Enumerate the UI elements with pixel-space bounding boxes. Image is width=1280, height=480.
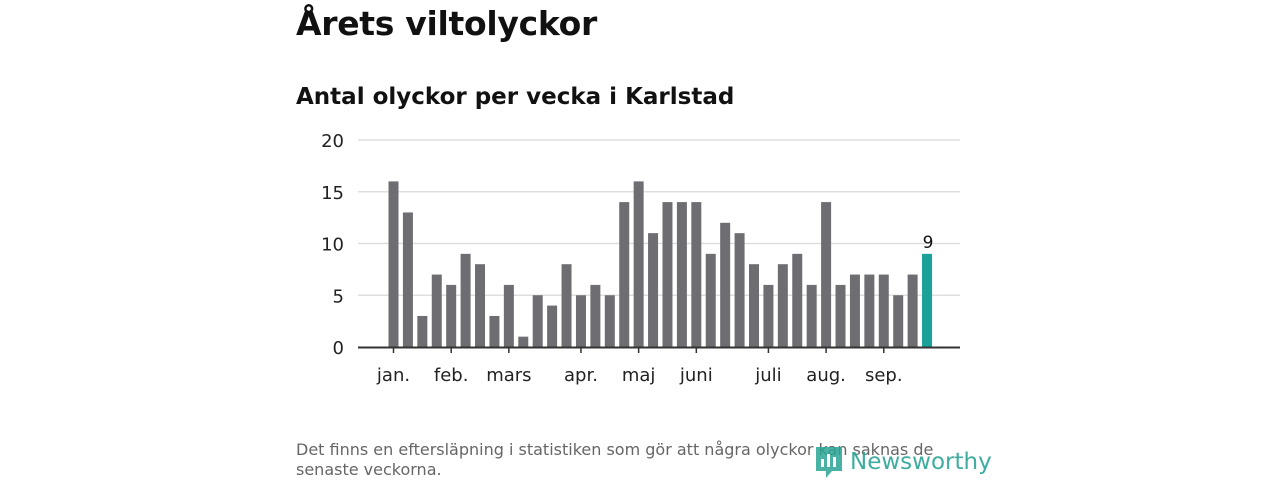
y-tick-label: 15 <box>321 183 344 204</box>
newsworthy-logo-icon <box>816 447 842 478</box>
bar <box>648 233 659 347</box>
y-tick-label: 5 <box>333 286 344 307</box>
bar <box>835 284 846 347</box>
bar <box>893 295 904 347</box>
bar <box>749 264 759 347</box>
x-tick-label: jan. <box>376 365 410 386</box>
x-tick-label: feb. <box>434 365 469 386</box>
bar <box>604 295 615 347</box>
bar <box>489 315 500 347</box>
footnote: Det finns en eftersläpning i statistiken… <box>296 440 934 479</box>
bar <box>590 284 601 347</box>
x-tick-label: maj <box>622 365 656 386</box>
bar <box>792 253 803 347</box>
bar <box>575 295 586 347</box>
bar-chart: 0 5 10 15 20 9 jan. feb. mars apr. maj juni juli aug.… <box>321 131 960 386</box>
bar <box>777 264 788 347</box>
bar <box>720 222 731 347</box>
bar <box>806 284 817 347</box>
bar <box>532 295 543 347</box>
bar <box>849 274 860 347</box>
bar <box>446 284 457 347</box>
y-tick-label: 10 <box>321 235 344 256</box>
bar <box>503 284 514 347</box>
bar <box>734 233 745 347</box>
bar <box>561 264 572 347</box>
bar <box>633 181 644 347</box>
bar <box>821 202 832 347</box>
x-tick-label: mars <box>486 365 531 386</box>
bar-highlighted <box>922 253 933 347</box>
bar <box>878 274 889 347</box>
bar <box>864 274 875 347</box>
x-tick-label: sep. <box>865 365 903 386</box>
x-tick-label: juni <box>679 365 713 386</box>
x-tick-label: aug. <box>806 365 846 386</box>
bar <box>475 264 486 347</box>
bar <box>417 315 428 347</box>
bar <box>431 274 442 347</box>
chart-subtitle: Antal olyckor per vecka i Karlstad <box>296 84 735 110</box>
bar <box>518 336 529 347</box>
bar <box>460 253 471 347</box>
bar <box>402 212 413 347</box>
bar <box>907 274 918 347</box>
x-tick-label: apr. <box>564 365 598 386</box>
bar <box>662 202 673 347</box>
bar <box>547 305 558 347</box>
bar <box>691 202 702 347</box>
bar <box>388 181 399 347</box>
newsworthy-logo: Newsworthy <box>814 444 992 480</box>
bar-value-label: 9 <box>923 233 934 253</box>
y-tick-label: 20 <box>321 131 344 152</box>
bar <box>763 284 774 347</box>
bar <box>676 202 687 347</box>
bar <box>619 202 630 347</box>
newsworthy-logo-text: Newsworthy <box>850 449 992 475</box>
chart-title: Årets viltolyckor <box>296 4 597 43</box>
x-tick-label: juli <box>754 365 781 386</box>
y-tick-label: 0 <box>333 338 344 359</box>
bar <box>705 253 716 347</box>
